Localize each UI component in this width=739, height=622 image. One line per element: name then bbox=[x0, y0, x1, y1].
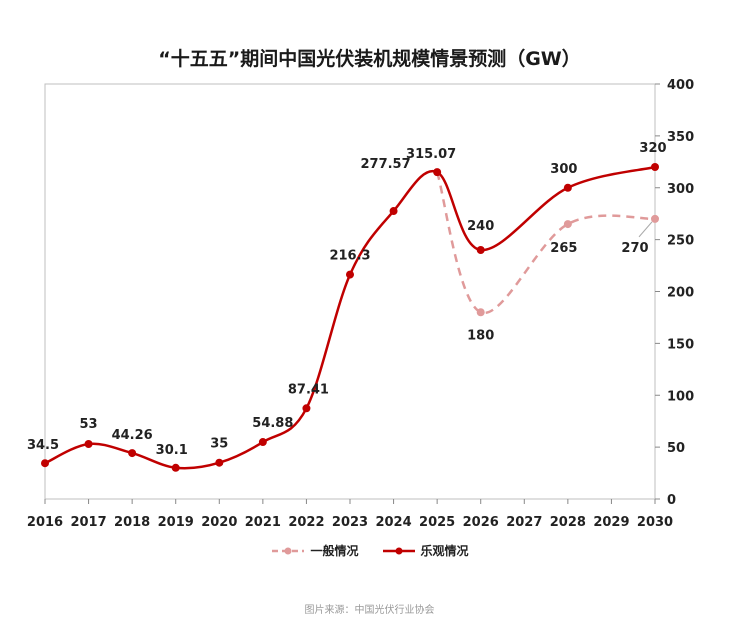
x-tick-label: 2029 bbox=[593, 515, 629, 530]
y-tick-label: 150 bbox=[667, 337, 694, 352]
x-tick-label: 2019 bbox=[158, 515, 194, 530]
data-point-optimistic-2028 bbox=[563, 183, 572, 192]
x-tick-label: 2025 bbox=[419, 515, 455, 530]
data-label-optimistic-2028: 300 bbox=[550, 162, 577, 177]
data-point-optimistic-2023 bbox=[346, 270, 354, 279]
data-point-optimistic-2030 bbox=[651, 163, 659, 171]
label-leader-line bbox=[638, 221, 653, 238]
data-label-general-2030: 270 bbox=[621, 241, 648, 256]
x-tick-label: 2023 bbox=[332, 515, 368, 530]
source-note: 图片来源：中国光伏行业协会 bbox=[304, 605, 435, 616]
data-point-optimistic-2020 bbox=[215, 458, 224, 467]
y-tick-label: 200 bbox=[667, 286, 694, 301]
data-point-optimistic-2022 bbox=[302, 404, 311, 413]
legend-label-optimistic: 乐观情况 bbox=[420, 544, 469, 558]
data-point-optimistic-2025 bbox=[433, 168, 442, 177]
data-label-optimistic-2026: 240 bbox=[467, 219, 494, 234]
data-label-optimistic-2030: 320 bbox=[639, 141, 666, 156]
data-point-optimistic-2019 bbox=[171, 463, 180, 472]
legend-label-general: 一般情况 bbox=[310, 544, 359, 558]
series-line-optimistic bbox=[44, 165, 656, 470]
data-label-optimistic-2024: 277.57 bbox=[360, 157, 410, 172]
series-layer bbox=[41, 163, 659, 472]
y-tick-label: 400 bbox=[667, 78, 694, 93]
data-point-optimistic-2021 bbox=[258, 438, 267, 447]
x-tick-label: 2017 bbox=[70, 515, 106, 530]
y-tick-label: 300 bbox=[667, 182, 694, 197]
data-label-optimistic-2021: 54.88 bbox=[252, 416, 293, 431]
data-label-optimistic-2017: 53 bbox=[80, 417, 98, 432]
data-label-optimistic-2023: 216.3 bbox=[329, 249, 370, 264]
x-tick-label: 2027 bbox=[506, 515, 542, 530]
x-tick-label: 2020 bbox=[201, 515, 237, 530]
legend-item-optimistic: 乐观情况 bbox=[381, 542, 469, 559]
data-point-optimistic-2017 bbox=[84, 440, 93, 449]
y-tick-label: 350 bbox=[667, 130, 694, 145]
data-label-optimistic-2018: 44.26 bbox=[112, 428, 153, 443]
axis-layer: 0 50 100 150 200 250 300 350 400 2016 2017 2018 2019… bbox=[27, 78, 694, 530]
legend: 一般情况 乐观情况 bbox=[0, 542, 739, 559]
y-tick-label: 250 bbox=[667, 234, 694, 249]
y-tick-label: 0 bbox=[667, 493, 676, 508]
x-tick-label: 2018 bbox=[114, 515, 150, 530]
data-label-optimistic-2016: 34.5 bbox=[27, 438, 59, 453]
data-point-optimistic-2024 bbox=[389, 207, 398, 216]
chart-title: “十五五”期间中国光伏装机规模情景预测（GW） bbox=[158, 48, 581, 70]
legend-item-general: 一般情况 bbox=[270, 542, 359, 559]
data-label-optimistic-2019: 30.1 bbox=[156, 443, 188, 458]
x-tick-label: 2024 bbox=[375, 515, 411, 530]
data-label-optimistic-2025: 315.07 bbox=[406, 147, 456, 162]
data-point-general-2028 bbox=[563, 220, 572, 229]
x-tick-label: 2030 bbox=[637, 515, 673, 530]
data-point-optimistic-2018 bbox=[128, 449, 137, 458]
data-label-optimistic-2022: 87.41 bbox=[288, 382, 329, 397]
x-tick-label: 2022 bbox=[288, 515, 324, 530]
data-point-general-2030 bbox=[651, 214, 659, 223]
x-tick-label: 2028 bbox=[550, 515, 586, 530]
data-label-general-2026: 180 bbox=[467, 328, 494, 343]
x-tick-label: 2021 bbox=[245, 515, 281, 530]
y-tick-label: 100 bbox=[667, 389, 694, 404]
data-point-optimistic-2026 bbox=[476, 246, 485, 254]
data-label-general-2028: 265 bbox=[550, 241, 577, 256]
data-point-general-2026 bbox=[476, 308, 485, 317]
legend-marker-general bbox=[272, 547, 305, 554]
data-point-optimistic-2016 bbox=[41, 459, 49, 468]
legend-marker-optimistic bbox=[382, 547, 415, 554]
x-tick-label: 2016 bbox=[27, 515, 63, 530]
data-label-optimistic-2020: 35 bbox=[210, 437, 228, 452]
y-tick-label: 50 bbox=[667, 441, 685, 456]
x-tick-label: 2026 bbox=[463, 515, 499, 530]
series-line-general bbox=[435, 171, 656, 315]
